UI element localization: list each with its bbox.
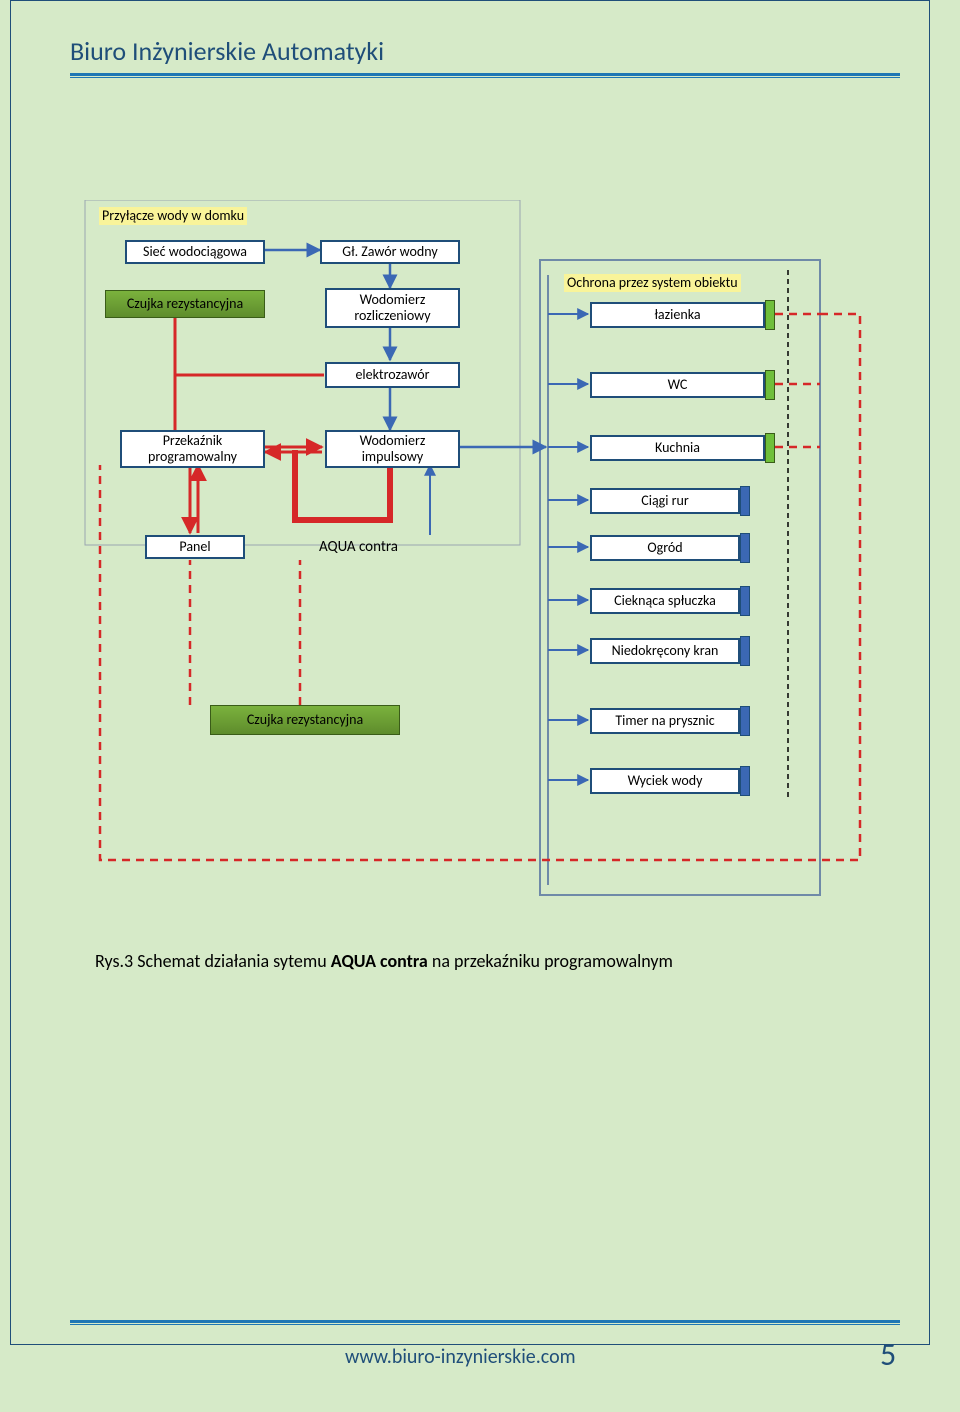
node-panel: Panel <box>145 535 245 559</box>
node-wyciek: Wyciek wody <box>590 768 740 794</box>
node-lazienka: łazienka <box>590 302 765 328</box>
node-wc: WC <box>590 372 765 398</box>
tab-ogrod <box>740 533 750 563</box>
node-cieknaca: Cieknąca spłuczka <box>590 588 740 614</box>
group-label-ochrona: Ochrona przez system obiektu <box>560 272 745 294</box>
node-czujka2: Czujka rezystancyjna <box>210 705 400 735</box>
tab-timer <box>740 706 750 736</box>
node-zawor: Gł. Zawór wodny <box>320 240 460 264</box>
node-timer: Timer na prysznic <box>590 708 740 734</box>
node-przekaznik: Przekaźnik programowalny <box>120 430 265 468</box>
node-wodomierz-imp: Wodomierz impulsowy <box>325 430 460 468</box>
node-elektrozawor: elektrozawór <box>325 362 460 388</box>
tab-wyciek <box>740 766 750 796</box>
tab-wc <box>765 370 775 400</box>
figure-caption: Rys.3 Schemat działania sytemu AQUA cont… <box>95 950 673 972</box>
node-wodomierz-rozl: Wodomierz rozliczeniowy <box>325 288 460 328</box>
tab-kuchnia <box>765 433 775 463</box>
group-label-przylacze: Przyłącze wody w domku <box>95 205 251 227</box>
node-ogrod: Ogród <box>590 535 740 561</box>
node-czujka1: Czujka rezystancyjna <box>105 290 265 318</box>
footer-link: www.biuro-inzynierskie.com <box>345 1345 576 1369</box>
node-ciagi: Ciągi rur <box>590 488 740 514</box>
tab-niedokrecony <box>740 636 750 666</box>
footer-rule <box>70 1320 900 1325</box>
node-kuchnia: Kuchnia <box>590 435 765 461</box>
tab-ciagi <box>740 486 750 516</box>
diagram: Przyłącze wody w domku Ochrona przez sys… <box>70 200 890 900</box>
header-rule <box>70 73 900 78</box>
header: Biuro Inżynierskie Automatyki <box>70 35 900 78</box>
node-niedokrecony: Niedokręcony kran <box>590 638 740 664</box>
header-title: Biuro Inżynierskie Automatyki <box>70 35 900 67</box>
node-siec: Sieć wodociągowa <box>125 240 265 264</box>
footer-page: 5 <box>880 1335 896 1374</box>
tab-cieknaca <box>740 586 750 616</box>
tab-lazienka <box>765 300 775 330</box>
node-aqua: AQUA contra <box>315 537 402 558</box>
